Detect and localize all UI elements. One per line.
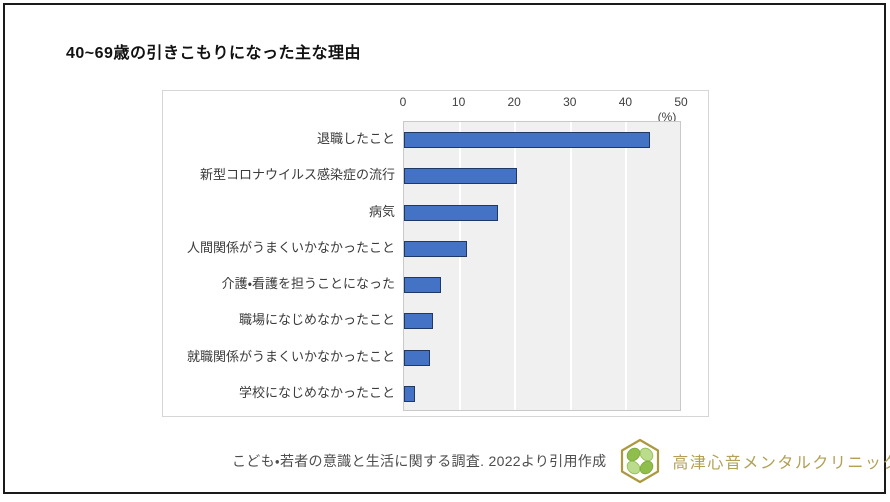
- bar: [404, 240, 468, 257]
- page-title: 40~69歳の引きこもりになった主な理由: [66, 45, 361, 62]
- bar-chart-panel: (%) 0 10 20 30 40 50 退職したこと新型コロナウイルス感染症の流行病気人間…: [162, 90, 709, 417]
- slide-frame: 40~69歳の引きこもりになった主な理由 (%) 0 10 20 30 40 50 退職した…: [3, 3, 890, 494]
- hexagon-clover-logo-icon: [621, 438, 660, 484]
- footer: こども・若者の意識と生活に関する調査. 2022より引用作成 高津心音メンタルク…: [232, 437, 890, 485]
- bar: [404, 132, 650, 149]
- x-axis-tick: 30: [563, 95, 577, 109]
- category-label: 就職関係がうまくいかなかったこと: [186, 348, 395, 364]
- x-axis-tick: 40: [618, 95, 633, 109]
- source-citation: こども・若者の意識と生活に関する調査. 2022より引用作成: [232, 453, 607, 469]
- bar: [404, 349, 430, 366]
- gridline: [514, 122, 517, 410]
- axis-unit-label: (%): [657, 110, 677, 124]
- gridline: [458, 122, 461, 410]
- category-label: 人間関係がうまくいかなかったこと: [186, 239, 395, 255]
- plot-area: [403, 121, 681, 411]
- x-axis-tick: 50: [674, 95, 688, 109]
- bar: [404, 204, 498, 221]
- x-axis-tick: 20: [507, 95, 521, 109]
- category-label: 退職したこと: [316, 131, 395, 146]
- bar: [404, 168, 518, 185]
- bar: [404, 277, 441, 294]
- category-label: 学校になじめなかったこと: [238, 384, 395, 400]
- category-label: 介護・看護を担うことになった: [221, 276, 395, 291]
- category-label: 職場になじめなかったこと: [238, 312, 395, 328]
- gridline: [625, 122, 628, 410]
- bar: [404, 313, 433, 330]
- bar: [404, 385, 416, 402]
- category-label: 病気: [368, 203, 395, 219]
- x-axis-tick: 0: [399, 95, 407, 109]
- gridline: [569, 122, 572, 410]
- category-label: 新型コロナウイルス感染症の流行: [199, 167, 395, 183]
- x-axis-tick: 10: [451, 95, 466, 109]
- clinic-name: 高津心音メンタルクリニック: [672, 455, 890, 472]
